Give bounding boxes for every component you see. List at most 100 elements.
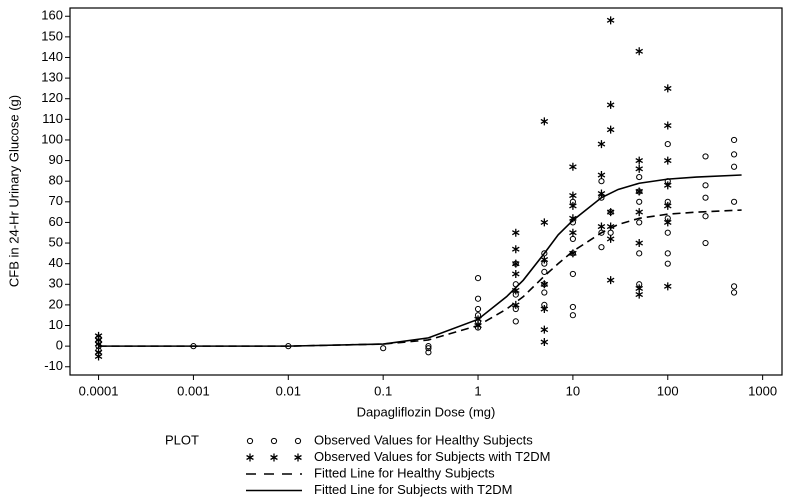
y-tick-label: 70 — [49, 193, 63, 208]
y-tick-label: 110 — [42, 111, 63, 126]
asterisk-point — [663, 282, 672, 291]
asterisk-point — [635, 47, 643, 56]
y-tick-label: 10 — [49, 317, 63, 332]
circle-point — [474, 295, 482, 302]
circle-point — [598, 178, 605, 185]
legend-label: Fitted Line for Healthy Subjects — [314, 465, 495, 480]
circle-point — [730, 198, 738, 205]
asterisk-point — [663, 201, 672, 210]
circle-point — [730, 136, 738, 144]
asterisk-point — [569, 162, 577, 171]
circle-point — [569, 270, 576, 278]
circle-point — [702, 153, 709, 160]
asterisk-point — [635, 164, 643, 173]
y-tick-label: 160 — [41, 8, 63, 23]
x-tick-label: 100 — [657, 383, 679, 398]
circle-point — [730, 163, 738, 170]
circle-point — [702, 239, 709, 247]
y-tick-label: 40 — [49, 255, 63, 270]
y-tick-label: 80 — [49, 173, 63, 188]
x-axis-label: Dapagliflozin Dose (mg) — [357, 404, 496, 419]
y-tick-label: 60 — [49, 214, 63, 229]
circle-point — [425, 345, 432, 352]
asterisk-point — [635, 156, 643, 165]
x-tick-label: 0.0001 — [79, 383, 119, 398]
asterisk-point — [597, 140, 606, 149]
x-tick-label: 1 — [474, 383, 481, 398]
asterisk-point — [511, 228, 520, 237]
asterisk-point — [540, 117, 549, 126]
circle-point — [730, 289, 738, 296]
asterisk-point — [606, 208, 615, 217]
asterisk-point — [569, 228, 577, 237]
asterisk-point — [635, 239, 643, 248]
y-tick-label: 90 — [49, 152, 63, 167]
circle-point — [541, 289, 548, 296]
circle-point — [664, 250, 671, 257]
circle-point — [425, 349, 432, 356]
asterisk-point — [94, 348, 103, 357]
circle-point — [425, 343, 432, 350]
circle-point — [664, 140, 671, 148]
asterisk-point — [597, 222, 606, 231]
x-tick-label: 0.01 — [276, 383, 301, 398]
circle-point — [246, 437, 254, 445]
asterisk-point — [511, 259, 520, 268]
asterisk-point — [635, 284, 643, 293]
asterisk-point — [511, 245, 520, 254]
asterisk-point — [511, 269, 520, 278]
circle-point — [598, 244, 605, 251]
circle-point — [664, 260, 671, 267]
asterisk-point — [606, 16, 615, 25]
y-tick-label: 150 — [41, 28, 63, 43]
asterisk-point — [606, 276, 615, 285]
circle-point — [702, 182, 709, 189]
asterisk-point — [540, 280, 549, 289]
circle-point — [636, 250, 643, 257]
asterisk-point — [606, 234, 615, 243]
y-tick-label: 50 — [49, 234, 63, 249]
fitted-line — [98, 174, 742, 347]
asterisk-point — [246, 453, 254, 462]
x-tick-label: 0.001 — [177, 383, 210, 398]
legend-label: Observed Values for Subjects with T2DM — [314, 449, 551, 464]
x-tick-label: 0.1 — [374, 383, 392, 398]
y-axis-label: CFB in 24-Hr Urinary Glucose (g) — [6, 95, 21, 287]
asterisk-point — [606, 100, 615, 109]
x-tick-label: 10 — [566, 383, 580, 398]
y-tick-label: 0 — [56, 338, 63, 353]
circle-point — [636, 219, 643, 226]
asterisk-point — [270, 453, 278, 462]
asterisk-point — [597, 189, 606, 198]
circle-point — [541, 268, 548, 276]
y-tick-label: -10 — [44, 358, 63, 373]
legend-label: Fitted Line for Subjects with T2DM — [314, 482, 512, 497]
asterisk-point — [663, 156, 672, 165]
y-tick-label: 140 — [41, 49, 63, 64]
asterisk-point — [540, 218, 549, 227]
asterisk-point — [569, 191, 577, 200]
circle-point — [636, 173, 643, 181]
asterisk-point — [663, 121, 672, 130]
legend-title: PLOT — [165, 432, 199, 447]
asterisk-point — [540, 305, 549, 314]
asterisk-point — [294, 453, 302, 462]
circle-point — [607, 229, 614, 236]
asterisk-point — [663, 181, 672, 190]
asterisk-point — [597, 171, 606, 180]
y-tick-label: 20 — [49, 296, 63, 311]
y-tick-label: 100 — [41, 131, 63, 146]
circle-point — [636, 198, 643, 205]
asterisk-point — [635, 187, 643, 196]
asterisk-point — [569, 201, 577, 210]
circle-point — [664, 229, 671, 236]
asterisk-point — [540, 338, 549, 347]
y-tick-label: 30 — [49, 276, 63, 291]
y-tick-label: 130 — [41, 70, 63, 85]
circle-point — [730, 283, 738, 290]
asterisk-point — [540, 255, 549, 264]
asterisk-point — [569, 249, 577, 258]
asterisk-point — [635, 208, 643, 217]
circle-point — [294, 437, 302, 445]
